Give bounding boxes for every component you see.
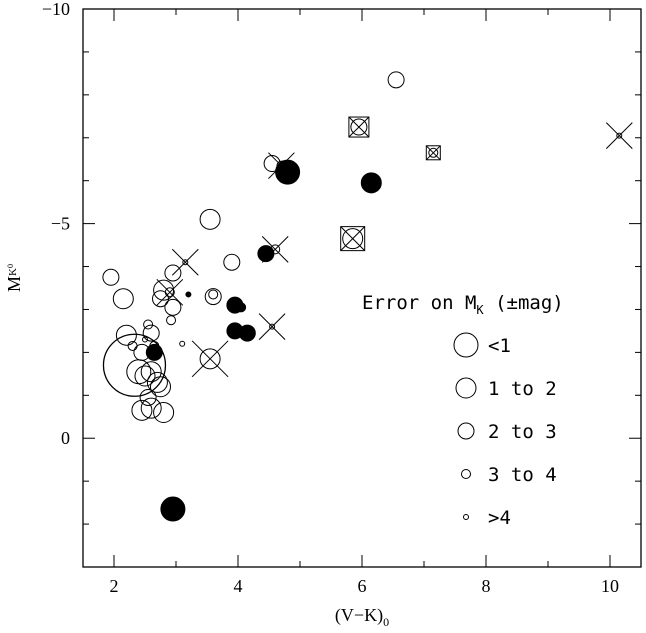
cross-marker [340, 226, 366, 251]
cross-marker [156, 278, 184, 306]
data-point [153, 401, 175, 423]
data-point [164, 287, 175, 298]
data-point [360, 172, 382, 194]
cross-marker [425, 145, 441, 161]
data-point [164, 298, 182, 316]
x-tick-label: 4 [234, 576, 243, 596]
data-point [269, 323, 276, 330]
data-point [142, 336, 148, 343]
data-point [238, 324, 256, 342]
data-point [199, 348, 221, 370]
data-point [131, 399, 153, 421]
data-point [142, 324, 160, 342]
data-point [342, 228, 364, 250]
cross-marker [348, 116, 370, 138]
data-point [112, 288, 134, 310]
data-point [146, 371, 168, 393]
legend-label: 1 to 2 [488, 378, 557, 400]
x-tick-label: 2 [110, 576, 119, 596]
data-point [199, 208, 221, 230]
square-marker [425, 145, 441, 161]
legend-label: 3 to 4 [488, 464, 557, 486]
data-point [102, 268, 120, 286]
cross-marker [171, 248, 199, 276]
cross-marker [261, 236, 289, 263]
data-point [139, 388, 157, 406]
legend-marker [461, 469, 471, 479]
data-point [179, 340, 186, 347]
legend-label: <1 [488, 335, 511, 357]
cross-marker [191, 340, 229, 378]
data-point [145, 343, 163, 361]
x-tick-label: 10 [601, 576, 619, 596]
data-point [134, 365, 156, 387]
x-tick-label: 6 [358, 576, 367, 596]
square-marker [348, 116, 370, 138]
data-point [616, 132, 623, 139]
data-point [160, 496, 186, 522]
cross-marker [258, 313, 286, 340]
data-point [150, 376, 171, 398]
data-point [428, 147, 439, 158]
data-point [204, 288, 222, 306]
data-point [276, 160, 287, 171]
error-ellipse [102, 333, 167, 397]
square-marker [340, 226, 366, 252]
data-point [350, 118, 368, 136]
data-point [270, 244, 281, 255]
data-point [185, 291, 192, 298]
data-point [140, 361, 162, 383]
data-point [115, 324, 137, 346]
legend-marker [457, 422, 475, 440]
data-point [164, 264, 182, 282]
cross-marker [605, 122, 633, 149]
data-point [143, 319, 154, 330]
y-tick-label: 0 [61, 428, 70, 448]
y-tick-labels: 0 −5 −10 [42, 0, 70, 448]
data-point [223, 253, 241, 271]
data-point [140, 397, 162, 419]
legend: Error on MK (±mag) <1 1 to 2 2 to 3 3 to 4 >… [362, 292, 564, 529]
data-point [166, 315, 177, 326]
y-tick-label: −5 [51, 214, 70, 234]
x-tick-labels: 2 4 6 8 10 [110, 576, 620, 596]
legend-marker [463, 514, 469, 520]
cross-marker [268, 152, 295, 180]
y-axis-title: MK0 [4, 264, 24, 292]
data-point [208, 289, 219, 300]
x-tick-label: 8 [482, 576, 491, 596]
legend-marker [453, 332, 479, 358]
plot-frame [82, 8, 642, 568]
data-point [182, 259, 189, 266]
legend-label: >4 [488, 507, 511, 529]
y-tick-label: −10 [42, 0, 70, 19]
legend-marker [455, 377, 477, 399]
legend-title: Error on MK (±mag) [362, 292, 564, 317]
data-points [102, 71, 633, 522]
data-point [236, 302, 247, 313]
axis-ticks [83, 8, 641, 567]
data-point [152, 290, 169, 308]
x-axis-title: (V−K)0 [335, 605, 389, 629]
legend-label: 2 to 3 [488, 421, 557, 443]
data-point [387, 71, 405, 89]
